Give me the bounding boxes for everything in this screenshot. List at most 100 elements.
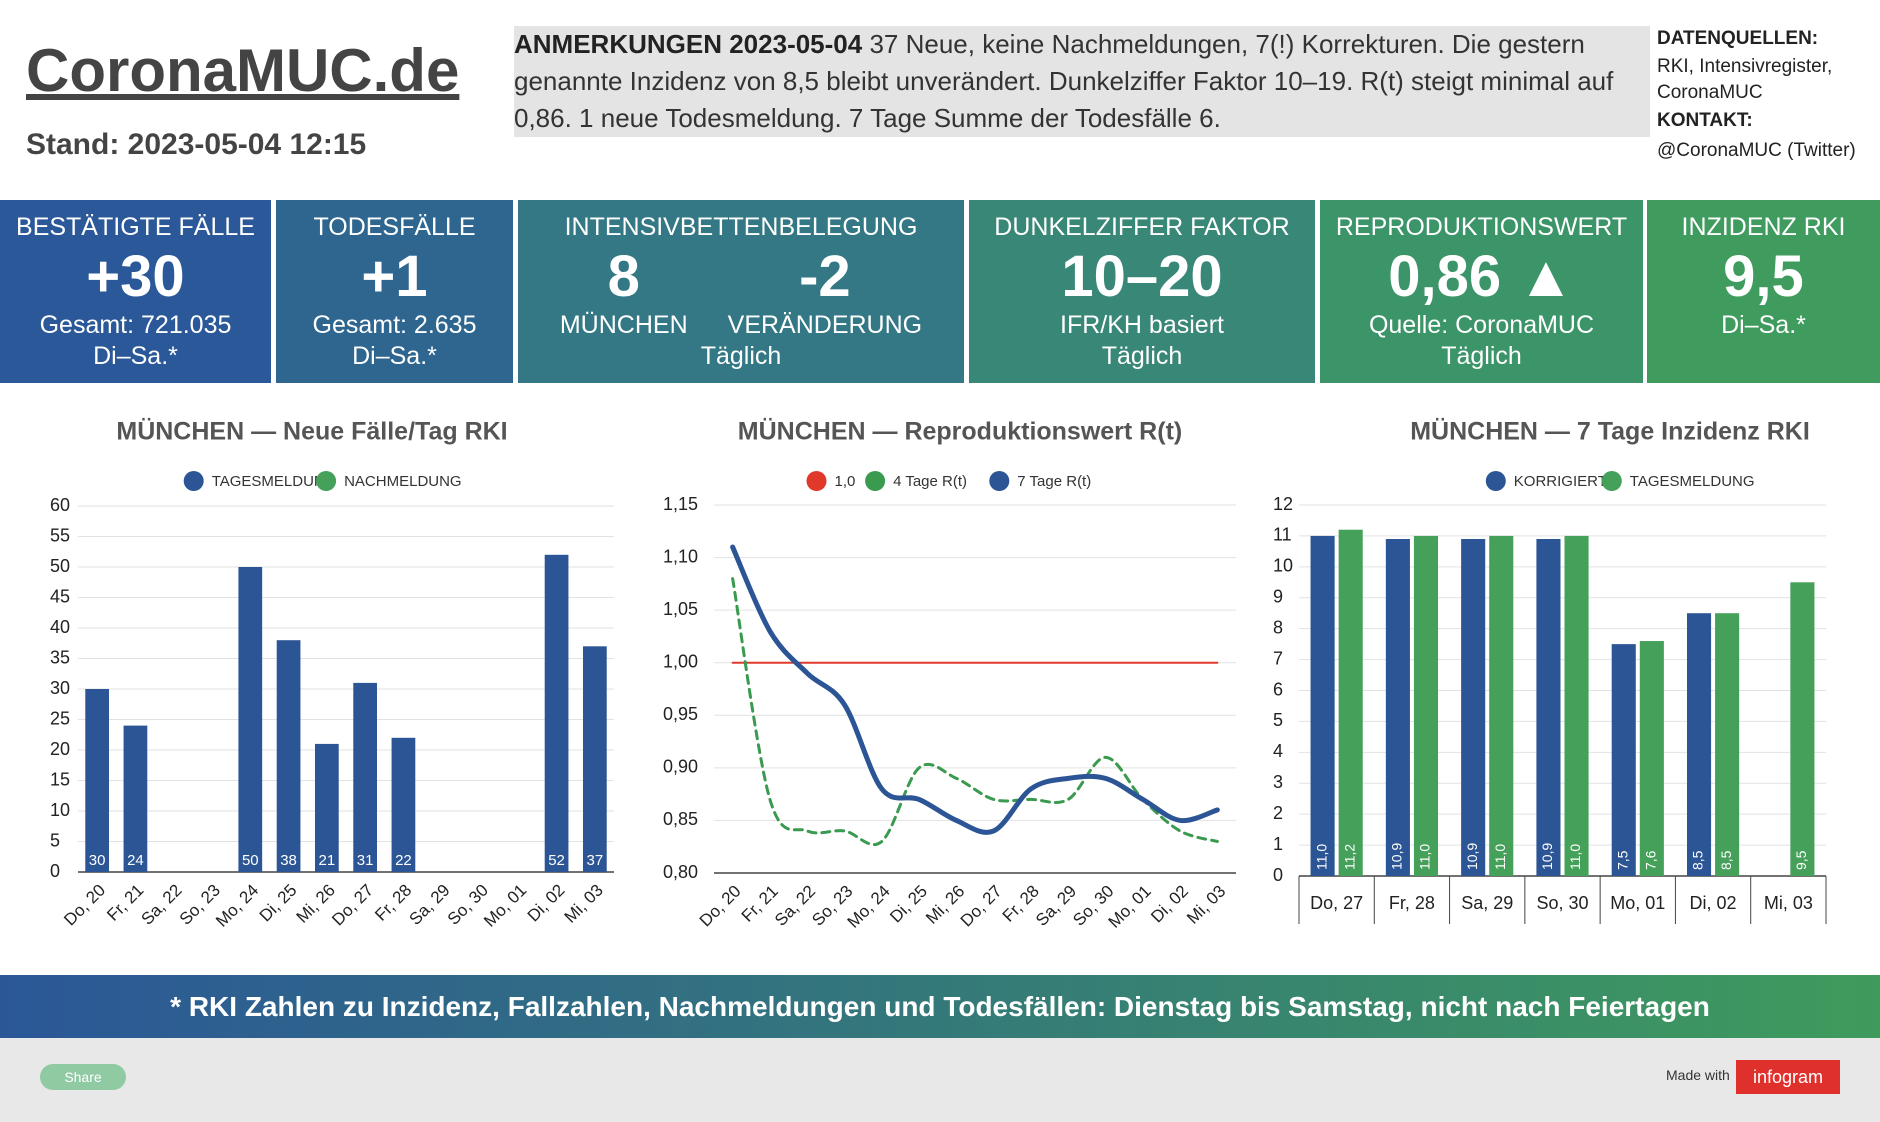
x-tick-label: Mo, 24 (844, 882, 894, 932)
bar (391, 737, 416, 872)
bar (1715, 613, 1740, 876)
value-label: 11,0 (1492, 844, 1508, 870)
value-label: 24 (127, 852, 144, 869)
site-title[interactable]: CoronaMUC.de (26, 37, 460, 104)
bottom-bar (0, 1038, 1880, 1122)
made-with: Made with (1666, 1067, 1730, 1083)
brand[interactable]: infogram (1736, 1060, 1840, 1094)
kpi-sub: Quelle: CoronaMUC (1368, 311, 1595, 339)
x-tick-label: Do, 27 (957, 882, 1006, 931)
kpi-value-label: MÜNCHEN (559, 311, 688, 339)
chart-title: MÜNCHEN — 7 Tage Inzidenz RKI (1410, 417, 1810, 446)
value-label: 38 (280, 852, 297, 869)
x-tick-label: Do, 20 (696, 882, 745, 931)
kpi-value: 10–20 (1061, 244, 1223, 309)
kpi-title: REPRODUKTIONSWERT (1335, 213, 1628, 241)
value-label: 37 (587, 852, 604, 869)
x-tick-label: Do, 20 (60, 881, 109, 930)
x-tick-label: Do, 27 (328, 881, 377, 930)
y-tick-label: 2 (1273, 803, 1283, 823)
x-tick-label: Sa, 22 (771, 882, 819, 930)
kpi-value-label: VERÄNDERUNG (727, 311, 923, 339)
kpi-sub: IFR/KH basiert (1060, 311, 1224, 339)
bar (238, 567, 263, 872)
kpi-sub: Täglich (1441, 342, 1522, 370)
x-tick-label: Mi, 03 (561, 881, 607, 927)
y-tick-label: 40 (50, 617, 70, 637)
legend-marker (1601, 471, 1622, 491)
y-tick-label: 30 (50, 678, 70, 698)
y-tick-label: 6 (1273, 679, 1283, 699)
bar (582, 646, 607, 872)
y-tick-label: 1,10 (663, 546, 698, 566)
y-tick-label: 3 (1273, 772, 1283, 792)
y-tick-label: 0,90 (663, 757, 698, 777)
bar (1639, 641, 1664, 876)
notes-text: 37 Neue, keine Nachmeldungen, 7(!) Korre… (514, 29, 1614, 133)
x-tick-label: So, 30 (1536, 893, 1588, 913)
kpi-tile: INTENSIVBETTENBELEGUNG 8 MÜNCHEN -2 VERÄNDER… (518, 200, 964, 383)
x-tick-label: Mi, 03 (1183, 882, 1229, 928)
legend-label: TAGESMELDUNG (212, 473, 337, 490)
kpi-column: 8 MÜNCHEN (560, 244, 688, 341)
x-tick-label: Di, 25 (256, 881, 301, 926)
kpi-value: +30 (86, 244, 185, 309)
kpi-title: DUNKELZIFFER FAKTOR (994, 213, 1290, 241)
kpi-tile: BESTÄTIGTE FÄLLE +30 Gesamt: 721.035 Di–Sa.… (0, 200, 271, 383)
legend-marker (806, 471, 827, 491)
stand: Stand: 2023-05-04 12:15 (26, 128, 367, 161)
bar (1385, 539, 1410, 876)
x-tick-label: Mo, 01 (480, 881, 530, 931)
y-tick-label: 12 (1273, 494, 1293, 514)
bar (123, 725, 148, 872)
contact-text[interactable]: @CoronaMUC (Twitter) (1657, 140, 1856, 161)
value-label: 31 (357, 852, 374, 869)
value-label: 9,5 (1793, 850, 1809, 870)
kpi-sub: Di–Sa.* (352, 342, 437, 370)
chart-title: MÜNCHEN — Neue Fälle/Tag RKI (116, 417, 507, 446)
value-label: 30 (89, 852, 106, 869)
value-label: 10,9 (1464, 843, 1480, 870)
legend-label: 4 Tage R(t) (893, 473, 967, 490)
x-tick-label: Sa, 22 (138, 881, 186, 929)
y-tick-label: 0,80 (663, 862, 698, 882)
chart: MÜNCHEN — Neue Fälle/Tag RKI TAGESMELDUNG… (50, 417, 614, 931)
y-tick-label: 0 (50, 861, 60, 881)
y-tick-label: 25 (50, 708, 70, 728)
y-tick-label: 50 (50, 556, 70, 576)
legend-label: NACHMELDUNG (344, 473, 462, 490)
y-tick-label: 0,95 (663, 704, 698, 724)
legend-label: KORRIGIERT (1514, 473, 1607, 490)
value-label: 52 (548, 852, 565, 869)
bar (1461, 539, 1486, 876)
kpi-sub: Täglich (700, 342, 782, 370)
value-label: 11,0 (1417, 844, 1433, 870)
x-tick-label: Di, 02 (1147, 882, 1192, 927)
value-label: 11,2 (1341, 844, 1357, 870)
sources: DATENQUELLEN: RKI, Intensivregister, Cor… (1657, 24, 1872, 166)
kpi-tile: DUNKELZIFFER FAKTOR 10–20 IFR/KH basiert Tä… (969, 200, 1315, 383)
legend-marker (865, 471, 886, 491)
y-tick-label: 5 (50, 830, 60, 850)
kpi-title: TODESFÄLLE (313, 213, 476, 241)
bar (1790, 582, 1815, 876)
bar (1686, 613, 1712, 876)
value-label: 11,0 (1567, 844, 1583, 870)
y-tick-label: 8 (1273, 617, 1283, 637)
bar (85, 689, 110, 872)
y-tick-label: 11 (1273, 525, 1292, 545)
line-series (730, 544, 1220, 835)
y-tick-label: 10 (50, 800, 70, 820)
share-button[interactable]: Share (40, 1064, 126, 1090)
bar (314, 743, 339, 872)
y-tick-label: 60 (50, 495, 70, 515)
kpi-value: 8 (607, 244, 640, 309)
kpi-sub: Gesamt: 2.635 (312, 311, 477, 339)
legend-label: 7 Tage R(t) (1017, 473, 1091, 490)
y-tick-label: 1,05 (663, 599, 698, 619)
y-tick-label: 0,85 (663, 809, 698, 829)
y-tick-label: 15 (50, 769, 70, 789)
kpi-sub: Täglich (1101, 342, 1183, 370)
